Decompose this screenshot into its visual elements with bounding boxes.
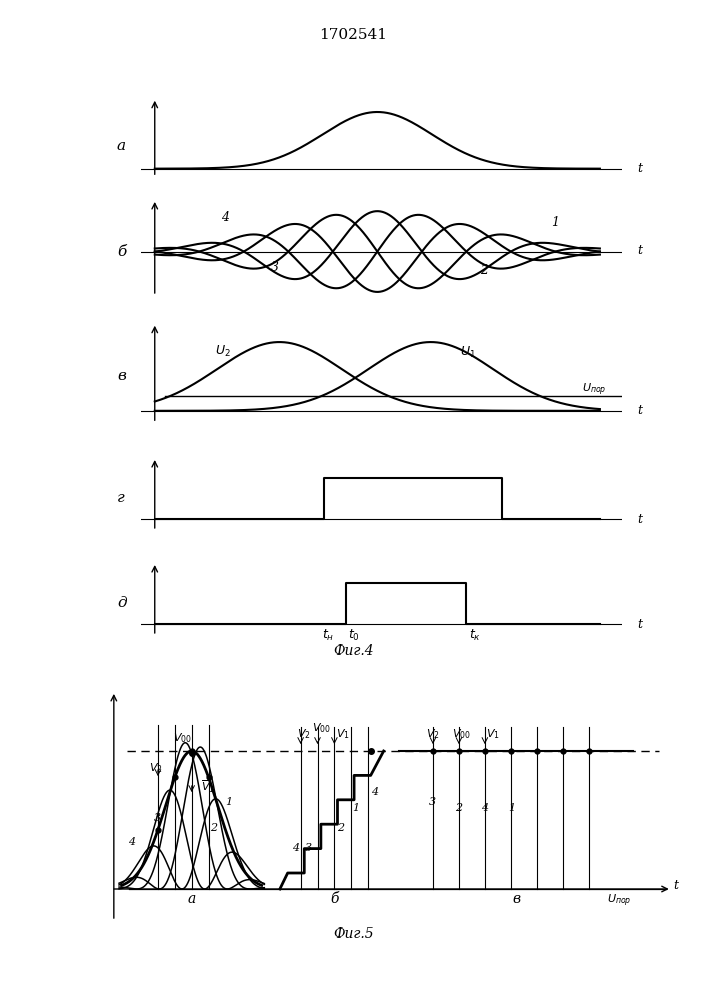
Text: в: в	[512, 892, 520, 906]
Text: t: t	[638, 618, 643, 631]
Text: д: д	[117, 596, 127, 610]
Text: $U_{пор}$: $U_{пор}$	[582, 382, 607, 398]
Text: 3: 3	[271, 261, 279, 274]
Text: t: t	[638, 513, 643, 526]
Text: 3: 3	[429, 797, 436, 807]
Text: б: б	[330, 892, 339, 906]
Text: а: а	[187, 892, 196, 906]
Text: 3: 3	[305, 843, 312, 853]
Text: 2: 2	[455, 803, 462, 813]
Text: 4: 4	[221, 211, 230, 224]
Text: в: в	[117, 369, 126, 383]
Text: 4: 4	[291, 843, 298, 853]
Text: $\overline{V}_1$: $\overline{V}_1$	[201, 778, 215, 795]
Text: $V_{00}$: $V_{00}$	[173, 731, 192, 745]
Text: Фиг.4: Фиг.4	[333, 644, 374, 658]
Text: $t_0$: $t_0$	[349, 628, 361, 643]
Text: $V_{00}$: $V_{00}$	[452, 727, 472, 741]
Text: 4: 4	[481, 803, 488, 813]
Text: t: t	[638, 161, 643, 174]
Text: $V_2$: $V_2$	[149, 761, 163, 775]
Text: 1702541: 1702541	[320, 28, 387, 42]
Text: 1: 1	[353, 803, 360, 813]
Text: 1: 1	[226, 797, 233, 807]
Text: t: t	[673, 879, 678, 892]
Text: 4: 4	[370, 787, 378, 797]
Text: $V_2$: $V_2$	[297, 727, 310, 741]
Text: 2: 2	[480, 264, 488, 277]
Text: $V_1$: $V_1$	[336, 727, 349, 741]
Text: г: г	[117, 491, 124, 505]
Text: t: t	[638, 404, 643, 417]
Text: $t_{к}$: $t_{к}$	[469, 628, 481, 643]
Text: $t_{н}$: $t_{н}$	[322, 628, 334, 643]
Text: Фиг.5: Фиг.5	[333, 927, 374, 941]
Text: 4: 4	[128, 837, 135, 847]
Text: 2: 2	[337, 823, 344, 833]
Text: t: t	[638, 244, 643, 257]
Text: $U_{пор}$: $U_{пор}$	[607, 892, 631, 909]
Text: 1: 1	[508, 803, 515, 813]
Text: 3: 3	[154, 813, 161, 823]
Text: $U_2$: $U_2$	[215, 343, 230, 359]
Text: $U_1$: $U_1$	[460, 345, 476, 360]
Text: $V_2$: $V_2$	[426, 727, 440, 741]
Text: 2: 2	[210, 823, 217, 833]
Text: $V_{00}$: $V_{00}$	[312, 721, 332, 735]
Text: $V_1$: $V_1$	[486, 727, 500, 741]
Text: 1: 1	[551, 217, 559, 230]
Text: а: а	[117, 139, 126, 153]
Text: б: б	[117, 245, 126, 259]
